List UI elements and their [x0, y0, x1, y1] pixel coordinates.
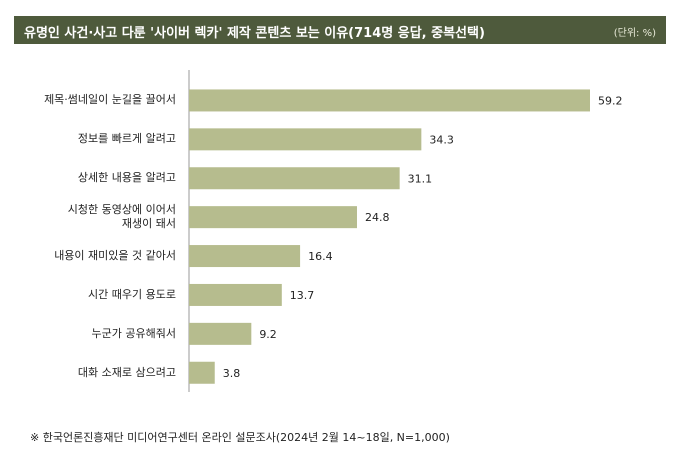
category-label: 누군가 공유해줘서 — [91, 326, 176, 340]
bar — [189, 245, 301, 268]
bar — [189, 361, 215, 384]
footnote: ※ 한국언론진흥재단 미디어연구센터 온라인 설문조사(2024년 2월 14~… — [30, 431, 450, 444]
header-bar: 유명인 사건·사고 다룬 '사이버 렉카' 제작 콘텐츠 보는 이유(714명 … — [14, 16, 666, 44]
bar — [189, 283, 282, 306]
category-label: 시청한 동영상에 이어서 재생이 돼서 — [67, 203, 176, 231]
bar — [189, 167, 400, 190]
value-label: 31.1 — [408, 172, 433, 185]
category-label: 시간 때우기 용도로 — [88, 287, 176, 301]
bar — [189, 128, 422, 151]
bar — [189, 89, 590, 112]
value-label: 59.2 — [598, 94, 623, 107]
value-label: 3.8 — [223, 367, 241, 380]
bar — [189, 206, 357, 229]
unit-label: (단위: %) — [613, 28, 656, 39]
category-label: 대화 소재로 삼으려고 — [77, 365, 176, 379]
bar — [189, 322, 252, 345]
category-label: 제목·썸네일이 눈길을 끌어서 — [44, 93, 176, 107]
value-label: 9.2 — [259, 328, 277, 341]
value-label: 34.3 — [429, 133, 454, 146]
value-label: 16.4 — [308, 250, 333, 263]
value-label: 24.8 — [365, 211, 390, 224]
category-label: 내용이 재미있을 것 같아서 — [54, 249, 176, 263]
value-label: 13.7 — [290, 289, 315, 302]
chart-title: 유명인 사건·사고 다룬 '사이버 렉카' 제작 콘텐츠 보는 이유(714명 … — [24, 26, 485, 41]
category-label: 상세한 내용을 알려고 — [77, 171, 176, 185]
category-label: 정보를 빠르게 알려고 — [77, 132, 176, 146]
